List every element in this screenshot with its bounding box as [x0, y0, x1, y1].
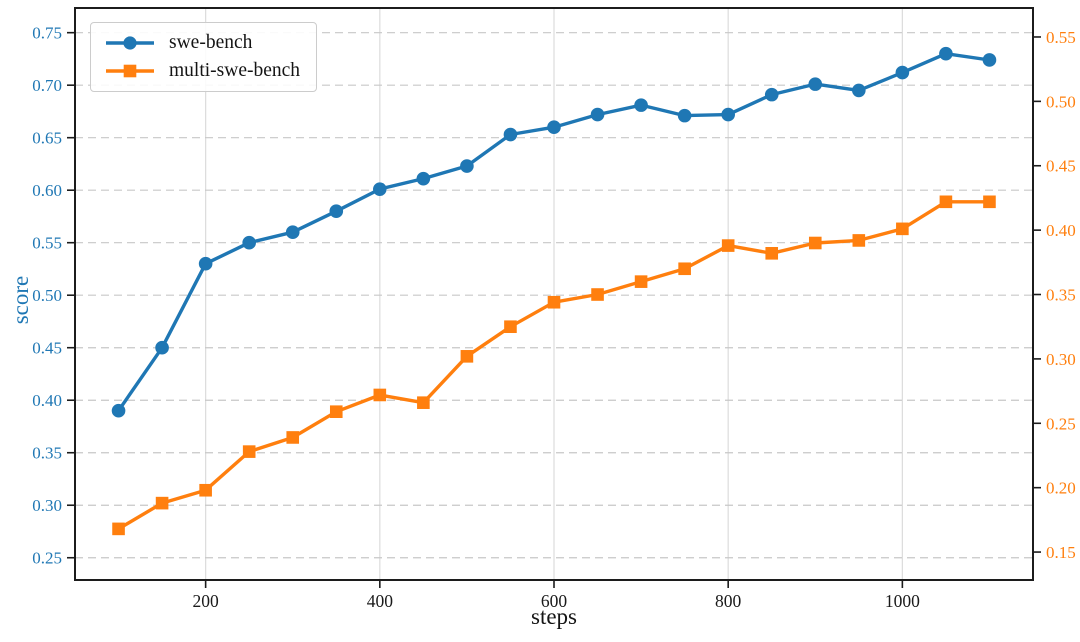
tick-label-left: 0.65 [32, 129, 62, 148]
data-point-multi-swe-bench [286, 431, 300, 444]
data-point-swe-bench [895, 65, 910, 80]
data-point-multi-swe-bench [896, 222, 909, 236]
tick-label-left: 0.60 [32, 181, 62, 200]
data-point-swe-bench [416, 171, 431, 186]
data-point-swe-bench [634, 98, 648, 112]
tick-label-left: 0.25 [32, 549, 62, 568]
tick-label-left: 0.45 [32, 339, 62, 358]
tick-label-bottom: 1000 [885, 591, 920, 611]
data-point-multi-swe-bench [373, 388, 387, 402]
data-point-swe-bench [503, 127, 518, 142]
tick-label-right: 0.50 [1046, 92, 1076, 111]
legend-label: swe-bench [169, 32, 253, 53]
data-point-swe-bench [460, 159, 474, 173]
legend-item-multi-swe-bench: multi-swe-bench [104, 60, 300, 81]
tick-label-bottom: 600 [541, 591, 568, 611]
data-point-multi-swe-bench [199, 483, 212, 497]
data-point-multi-swe-bench [939, 195, 953, 209]
data-point-swe-bench [982, 53, 997, 67]
tick-label-right: 0.35 [1046, 286, 1076, 305]
data-point-swe-bench [808, 77, 823, 91]
tick-label-left: 0.55 [32, 234, 62, 253]
data-point-multi-swe-bench [678, 262, 691, 276]
tick-label-left: 0.40 [32, 391, 62, 410]
data-point-multi-swe-bench [155, 496, 169, 510]
data-point-swe-bench [373, 182, 387, 196]
swe-bench-line-marker-icon [106, 36, 154, 50]
multi-swe-bench-line-marker-icon [106, 64, 154, 78]
data-point-multi-swe-bench [765, 247, 779, 260]
data-point-multi-swe-bench [591, 288, 604, 301]
data-point-swe-bench [547, 120, 561, 134]
data-point-swe-bench [285, 225, 300, 240]
data-point-multi-swe-bench [547, 295, 561, 309]
legend-item-swe-bench: swe-bench [104, 32, 300, 53]
data-point-swe-bench [721, 107, 735, 122]
tick-label-bottom: 200 [193, 591, 220, 611]
legend: swe-bench multi-swe-bench [90, 22, 318, 92]
data-point-multi-swe-bench [721, 239, 735, 252]
data-point-multi-swe-bench [504, 320, 517, 334]
x-axis-label: steps [531, 604, 577, 629]
data-point-multi-swe-bench [329, 405, 343, 418]
tick-label-right: 0.45 [1046, 157, 1076, 176]
tick-label-right: 0.55 [1046, 28, 1076, 47]
tick-label-bottom: 400 [367, 591, 394, 611]
data-point-multi-swe-bench [634, 275, 648, 288]
tick-label-right: 0.15 [1046, 543, 1076, 562]
data-point-multi-swe-bench [242, 445, 256, 458]
data-point-multi-swe-bench [852, 234, 866, 247]
tick-label-right: 0.20 [1046, 479, 1076, 498]
tick-label-left: 0.35 [32, 444, 62, 463]
data-point-swe-bench [198, 256, 213, 271]
data-point-swe-bench [764, 87, 779, 102]
tick-label-left: 0.50 [32, 286, 62, 305]
tick-label-bottom: 800 [715, 591, 742, 611]
tick-label-right: 0.25 [1046, 414, 1076, 433]
data-point-swe-bench [329, 204, 344, 218]
y-axis-label: score [8, 275, 33, 325]
data-point-swe-bench [939, 46, 953, 61]
data-point-swe-bench [242, 235, 256, 250]
tick-label-left: 0.70 [32, 76, 62, 95]
data-point-swe-bench [852, 83, 866, 98]
data-point-swe-bench [590, 107, 605, 122]
data-point-multi-swe-bench [808, 236, 822, 250]
data-point-multi-swe-bench [417, 396, 430, 409]
data-point-swe-bench [111, 403, 126, 418]
tick-label-right: 0.40 [1046, 221, 1076, 240]
tick-label-right: 0.30 [1046, 350, 1076, 369]
data-point-swe-bench [155, 340, 169, 355]
data-point-multi-swe-bench [983, 195, 996, 209]
data-point-swe-bench [677, 108, 692, 123]
tick-label-left: 0.75 [32, 24, 62, 43]
data-point-multi-swe-bench [460, 350, 474, 363]
data-point-multi-swe-bench [112, 522, 125, 536]
tick-label-left: 0.30 [32, 496, 62, 515]
legend-label: multi-swe-bench [169, 60, 301, 82]
